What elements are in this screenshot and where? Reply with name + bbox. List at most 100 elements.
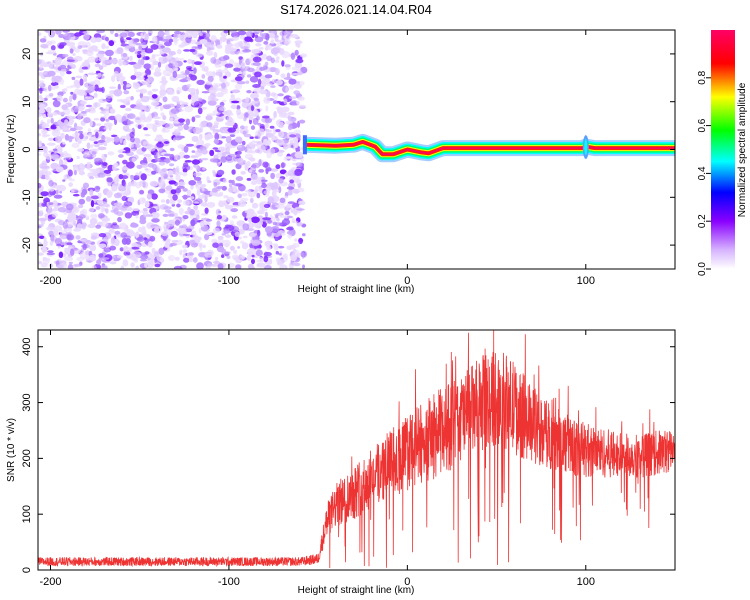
noise-blob bbox=[117, 216, 122, 223]
noise-blob bbox=[126, 31, 130, 34]
noise-blob bbox=[39, 64, 43, 69]
noise-blob bbox=[251, 180, 257, 186]
noise-blob bbox=[159, 178, 166, 185]
noise-blob bbox=[97, 192, 102, 198]
noise-blob bbox=[146, 193, 152, 200]
noise-blob bbox=[97, 87, 104, 92]
noise-blob bbox=[281, 35, 287, 41]
noise-blob bbox=[205, 71, 215, 77]
noise-blob bbox=[94, 102, 98, 109]
noise-blob bbox=[192, 257, 198, 263]
noise-blob bbox=[192, 30, 200, 33]
noise-blob bbox=[167, 177, 174, 181]
noise-blob bbox=[221, 152, 227, 157]
noise-blob bbox=[251, 162, 261, 169]
noise-blob bbox=[213, 138, 220, 145]
noise-blob bbox=[272, 30, 277, 35]
noise-blob bbox=[144, 262, 148, 268]
noise-blob bbox=[281, 218, 291, 226]
noise-blob bbox=[260, 86, 265, 90]
noise-blob bbox=[294, 49, 299, 56]
noise-blob bbox=[279, 264, 288, 269]
noise-blob bbox=[210, 35, 217, 42]
noise-blob bbox=[60, 91, 67, 94]
noise-blob bbox=[148, 32, 152, 36]
noise-blob bbox=[81, 66, 89, 70]
noise-blob bbox=[159, 91, 165, 96]
noise-blob bbox=[95, 224, 102, 229]
noise-blob bbox=[97, 142, 105, 146]
noise-blob bbox=[264, 211, 268, 218]
noise-blob bbox=[270, 57, 275, 64]
noise-blob bbox=[145, 56, 150, 60]
noise-blob bbox=[97, 146, 107, 151]
y-tick-label: 10 bbox=[21, 96, 33, 108]
noise-blob bbox=[170, 108, 180, 114]
noise-blob bbox=[63, 88, 68, 92]
noise-blob bbox=[284, 156, 293, 159]
noise-blob bbox=[254, 71, 262, 78]
noise-blob bbox=[204, 233, 210, 241]
noise-blob bbox=[278, 252, 282, 256]
noise-blob bbox=[191, 150, 196, 153]
noise-blob bbox=[98, 65, 104, 70]
noise-blob bbox=[42, 129, 48, 135]
noise-blob bbox=[46, 106, 52, 113]
noise-blob bbox=[63, 159, 68, 166]
noise-blob bbox=[214, 193, 223, 197]
noise-blob bbox=[74, 83, 81, 89]
noise-blob bbox=[96, 123, 102, 126]
noise-blob bbox=[248, 218, 252, 223]
noise-blob bbox=[273, 100, 278, 104]
noise-blob bbox=[275, 79, 283, 86]
noise-blob bbox=[76, 148, 85, 152]
noise-blob bbox=[158, 161, 166, 166]
noise-blob bbox=[243, 116, 247, 122]
noise-blob bbox=[165, 185, 173, 191]
noise-blob bbox=[241, 192, 248, 197]
noise-blob bbox=[114, 114, 123, 121]
noise-blob bbox=[268, 259, 273, 262]
noise-blob bbox=[263, 190, 271, 195]
noise-blob bbox=[113, 202, 123, 207]
noise-blob bbox=[248, 169, 253, 173]
noise-blob bbox=[185, 30, 193, 37]
noise-blob bbox=[229, 46, 235, 52]
noise-blob bbox=[280, 162, 285, 169]
noise-blob bbox=[101, 43, 106, 50]
noise-blob bbox=[207, 75, 214, 83]
noise-blob bbox=[105, 36, 109, 42]
noise-blob bbox=[241, 140, 246, 146]
noise-blob bbox=[141, 228, 147, 236]
noise-blob bbox=[48, 137, 54, 141]
noise-blob bbox=[287, 189, 293, 196]
noise-blob bbox=[179, 34, 187, 42]
noise-blob bbox=[274, 59, 280, 63]
noise-blob bbox=[181, 195, 191, 198]
noise-blob bbox=[236, 145, 243, 148]
noise-blob bbox=[111, 75, 116, 83]
noise-blob bbox=[132, 82, 140, 89]
noise-blob bbox=[74, 32, 82, 37]
noise-blob bbox=[65, 203, 74, 211]
noise-blob bbox=[149, 57, 157, 63]
x-tick-label: -200 bbox=[39, 275, 61, 287]
noise-blob bbox=[144, 200, 150, 208]
noise-blob bbox=[98, 213, 105, 219]
noise-blob bbox=[79, 70, 84, 73]
noise-blob bbox=[263, 251, 272, 257]
noise-blob bbox=[278, 178, 284, 184]
noise-blob bbox=[177, 58, 185, 61]
noise-blob bbox=[225, 155, 233, 162]
noise-blob bbox=[91, 150, 97, 155]
noise-blob bbox=[294, 168, 303, 176]
noise-blob bbox=[55, 189, 59, 195]
noise-blob bbox=[158, 247, 165, 255]
noise-blob bbox=[91, 265, 97, 269]
noise-blob bbox=[165, 199, 170, 204]
noise-blob bbox=[39, 38, 47, 43]
noise-blob bbox=[62, 97, 68, 103]
noise-blob bbox=[95, 206, 101, 210]
noise-blob bbox=[142, 181, 146, 188]
noise-blob bbox=[62, 125, 68, 132]
